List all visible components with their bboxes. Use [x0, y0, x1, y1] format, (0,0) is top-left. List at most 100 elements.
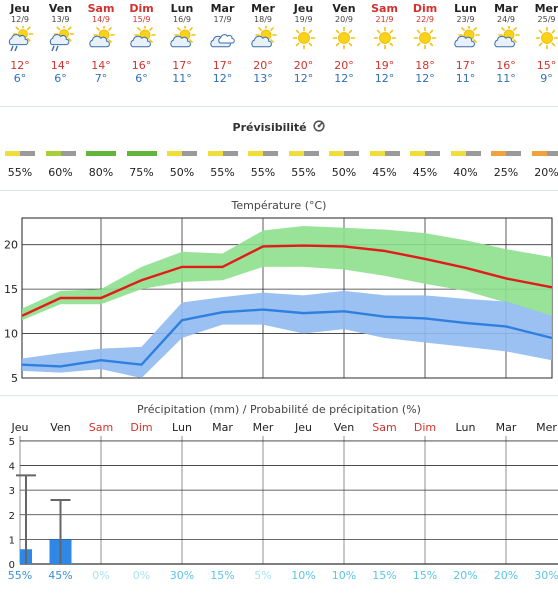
- temp-min: 12°: [415, 72, 435, 85]
- predictability-info-icon[interactable]: [313, 120, 326, 132]
- temp-max: 20°: [293, 59, 314, 72]
- precip-probability-label: 5%: [254, 569, 271, 582]
- day-name: Lun: [170, 2, 194, 15]
- predictability-value: 75%: [129, 166, 154, 179]
- precipitation-chart-title: Précipitation (mm) / Probabilité de préc…: [137, 403, 421, 416]
- predictability-value: 45%: [372, 166, 397, 179]
- temp-max: 20°: [334, 59, 354, 72]
- divider: [0, 106, 558, 107]
- sun-cloud-icon: [170, 26, 196, 48]
- day-column[interactable]: Mer 25/9 15° 9°: [527, 0, 558, 86]
- predictability-bar: [329, 151, 359, 156]
- temp-min: 12°: [212, 72, 233, 85]
- day-date: 24/9: [497, 15, 515, 24]
- day-name: Mar: [494, 2, 518, 15]
- precip-probability-label: 15%: [372, 569, 396, 582]
- predictability-bar: [126, 151, 157, 156]
- divider: [0, 395, 558, 396]
- day-column[interactable]: Lun 16/9 17° 11°: [162, 0, 202, 85]
- day-name: Jeu: [10, 2, 30, 15]
- predictability-label: Prévisibilité: [232, 121, 307, 134]
- temp-max: 16°: [131, 59, 152, 72]
- precip-day-label: Mar: [212, 421, 233, 434]
- day-column[interactable]: Sam 21/9 19° 12°: [365, 0, 405, 86]
- day-column[interactable]: Dim 15/9 16° 6°: [122, 0, 162, 85]
- precip-day-label: Mer: [253, 421, 274, 434]
- day-column[interactable]: Sam 14/9 14° 7°: [81, 0, 121, 85]
- precip-probability-label: 55%: [8, 569, 32, 582]
- temp-min: 11°: [172, 72, 192, 85]
- cloud-icon: [209, 34, 235, 48]
- day-name: Sam: [87, 2, 115, 15]
- predictability-bar: [531, 151, 558, 156]
- temp-min: 9°: [540, 72, 553, 85]
- precip-day-label: Jeu: [294, 421, 312, 434]
- temp-min: 12°: [374, 72, 395, 85]
- day-column[interactable]: Jeu 12/9 12° 6°: [0, 0, 40, 85]
- predictability-bar: [86, 151, 116, 156]
- precip-probability-label: 20%: [453, 569, 477, 582]
- sun-cloud-icon: [453, 26, 480, 48]
- predictability-bar: [491, 151, 521, 156]
- day-date: 13/9: [51, 15, 70, 24]
- precip-probability-label: 10%: [332, 569, 356, 582]
- precip-day-label: Sam: [372, 421, 396, 434]
- precip-day-label: Dim: [414, 421, 436, 434]
- day-date: 14/9: [92, 15, 110, 24]
- temp-max: 14°: [91, 59, 111, 72]
- sun-cloud-icon: [129, 26, 156, 48]
- day-column[interactable]: Ven 20/9 20° 12°: [324, 0, 364, 86]
- temp-min: 13°: [253, 72, 273, 85]
- temperature-chart-title: Température (°C): [231, 199, 327, 212]
- temp-min: 11°: [455, 72, 476, 85]
- day-date: 23/9: [456, 15, 475, 24]
- temperature-chart: 5 10 15 20: [4, 217, 553, 385]
- day-column[interactable]: Dim 22/9 18° 12°: [405, 0, 445, 86]
- predictability-value: 55%: [7, 166, 33, 179]
- sun-cloud-icon: [251, 26, 277, 48]
- predictability-bar: [369, 151, 400, 156]
- max-temp-line: [21, 244, 553, 317]
- predictability-value: 55%: [291, 166, 316, 179]
- predictability-value: 55%: [250, 166, 276, 179]
- day-column[interactable]: Mar 17/9 17° 12°: [203, 0, 243, 85]
- sun-icon: [332, 26, 356, 50]
- sun-icon: [373, 26, 396, 50]
- temp-max: 19°: [374, 59, 395, 72]
- temp-min: 6°: [135, 72, 148, 85]
- temp-min: 12°: [334, 72, 354, 85]
- day-date: 18/9: [254, 15, 272, 24]
- day-column[interactable]: Lun 23/9 17° 11°: [446, 0, 486, 85]
- day-name: Ven: [48, 2, 73, 15]
- y-tick-label: 10: [4, 328, 18, 341]
- temp-max: 17°: [455, 59, 476, 72]
- precip-probability-label: 0%: [133, 569, 150, 582]
- precip-probability-label: 0%: [92, 569, 109, 582]
- day-name: Mar: [210, 2, 235, 15]
- precip-probability-label: 20%: [494, 569, 518, 582]
- temp-min: 11°: [496, 72, 516, 85]
- predictability-bar: [410, 151, 440, 156]
- temp-min: 6°: [13, 72, 27, 85]
- predictability-title: Prévisibilité: [0, 120, 558, 134]
- sun-icon: [535, 26, 558, 50]
- temp-max: 17°: [212, 59, 233, 72]
- day-name: Dim: [129, 2, 154, 15]
- predictability-bar: [248, 151, 278, 156]
- day-column[interactable]: Mer 18/9 20° 13°: [243, 0, 283, 85]
- day-name: Sam: [371, 2, 398, 15]
- day-name: Lun: [454, 2, 477, 15]
- precip-probability-label: 45%: [48, 569, 72, 582]
- sun-cloud-icon: [494, 26, 520, 48]
- precip-day-label: Dim: [130, 421, 152, 434]
- day-name: Dim: [412, 2, 438, 15]
- day-column[interactable]: Mar 24/9 16° 11°: [486, 0, 526, 85]
- predictability-value: 50%: [331, 166, 357, 179]
- precip-day-label: Ven: [334, 421, 354, 434]
- day-name: Ven: [332, 2, 356, 15]
- precip-day-label: Jeu: [11, 421, 29, 434]
- day-date: 22/9: [416, 15, 434, 24]
- day-column[interactable]: Jeu 19/9 20° 12°: [284, 0, 324, 85]
- day-date: 21/9: [375, 15, 394, 24]
- day-column[interactable]: Ven 13/9 14° 6°: [41, 0, 81, 85]
